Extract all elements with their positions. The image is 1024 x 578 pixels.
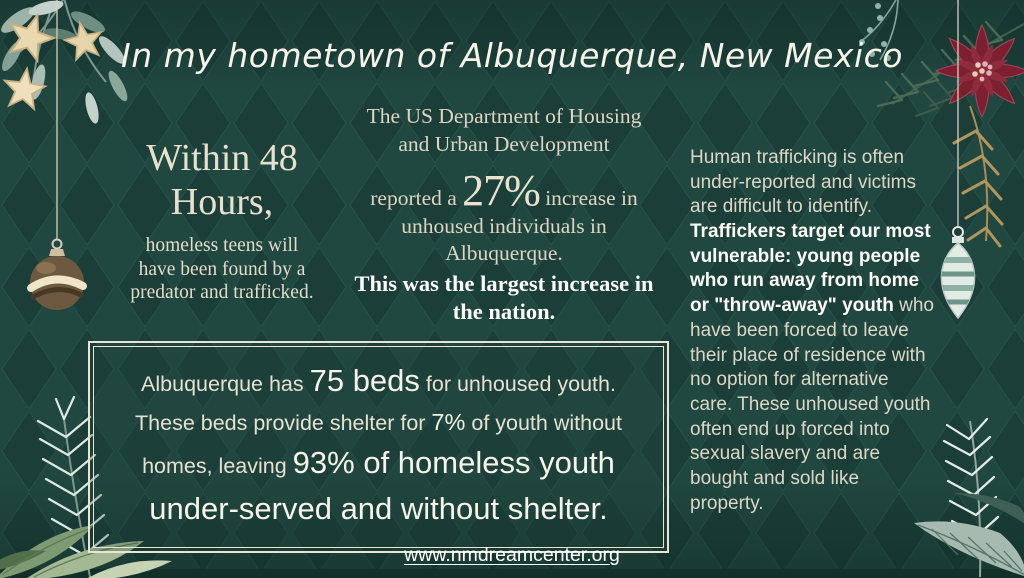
detail-line-2: Albuquerque. bbox=[445, 241, 563, 266]
trafficking-paragraph-block: Human trafficking is often under-reporte… bbox=[690, 146, 936, 516]
beds-count-stat: 75 beds bbox=[309, 363, 420, 398]
beds-segment-3: of youth without homes, leaving bbox=[142, 410, 622, 478]
beds-segment-2: for unhoused youth. These beds provide s… bbox=[135, 372, 616, 435]
hud-increase-stat-block: The US Department of Housing and Urban D… bbox=[336, 103, 672, 326]
reported-suffix: increase in bbox=[539, 186, 638, 211]
page-title: In my hometown of Albuquerque, New Mexic… bbox=[121, 36, 903, 75]
body-line-3: predator and trafficked. bbox=[130, 281, 314, 303]
percent-7-stat: 7% bbox=[431, 408, 466, 435]
bottom-dark-strip bbox=[0, 569, 1024, 578]
body-line-2: have been found by a bbox=[138, 258, 306, 280]
trafficking-regular-1: Human trafficking is often under-reporte… bbox=[690, 147, 916, 218]
stat-48-body: homeless teens will have been found by a… bbox=[96, 234, 348, 304]
stat-48-headline: Within 48 Hours, bbox=[96, 136, 348, 224]
trafficking-paragraph: Human trafficking is often under-reporte… bbox=[690, 146, 936, 516]
beds-stat-box: Albuquerque has 75 beds for unhoused you… bbox=[88, 341, 669, 553]
trafficking-regular-2: who have been forced to leave their plac… bbox=[690, 295, 934, 514]
beds-segment-1: Albuquerque has bbox=[141, 372, 310, 396]
hud-org-name: The US Department of Housing and Urban D… bbox=[336, 103, 672, 158]
website-link[interactable]: www.nmdreamcenter.org bbox=[404, 544, 620, 566]
headline-line-1: Within 48 bbox=[146, 137, 298, 179]
stat-48-hours-block: Within 48 Hours, homeless teens will hav… bbox=[96, 136, 348, 304]
org-line-1: The US Department of Housing bbox=[366, 104, 642, 128]
pine-sprig-leaves-icon bbox=[0, 395, 172, 578]
emphasis-line-1: This was the largest increase in bbox=[354, 271, 654, 297]
foliage-stars-ornament-icon bbox=[0, 0, 128, 310]
website-link-container: www.nmdreamcenter.org bbox=[0, 544, 1024, 567]
pine-sprig-leaf-icon bbox=[914, 417, 1024, 578]
emphasis-line-2: the nation. bbox=[452, 299, 556, 325]
headline-line-2: Hours, bbox=[170, 181, 274, 224]
reported-prefix: reported a bbox=[370, 186, 463, 211]
body-line-1: homeless teens will bbox=[145, 235, 299, 257]
hud-emphasis-text: This was the largest increase in the nat… bbox=[336, 270, 672, 326]
org-line-2: and Urban Development bbox=[398, 131, 610, 156]
beds-stat-text: Albuquerque has 75 beds for unhoused you… bbox=[93, 346, 664, 548]
trafficking-bold: Traffickers target our most vulnerable: … bbox=[690, 221, 931, 317]
detail-line-1: unhoused individuals in bbox=[401, 214, 607, 239]
percent-27-stat: 27% bbox=[462, 166, 541, 216]
hud-reported-text: reported a 27% increase in unhoused indi… bbox=[336, 169, 672, 267]
poinsettia-pine-ornament-icon bbox=[859, 0, 1024, 319]
percent-93-stat: 93% of homeless youth under-served and w… bbox=[149, 444, 615, 527]
